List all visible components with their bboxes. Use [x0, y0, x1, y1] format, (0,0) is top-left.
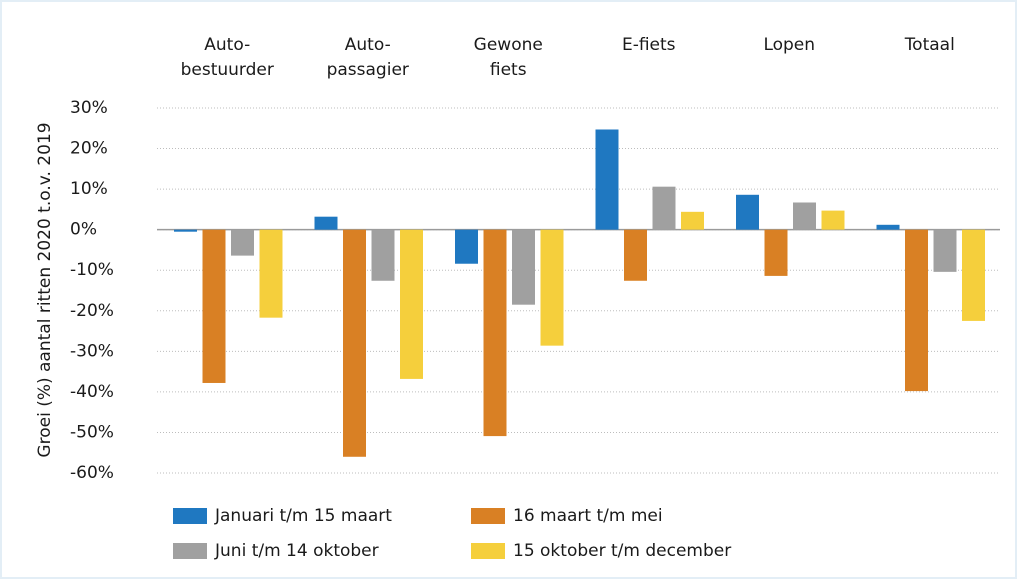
y-axis-label: Groei (%) aantal ritten 2020 t.o.v. 2019	[35, 122, 55, 457]
bar	[681, 211, 704, 230]
bar	[595, 129, 619, 230]
x-tick-label: Totaal	[904, 35, 955, 55]
x-tick-label: Gewone fiets	[473, 35, 543, 80]
bar	[764, 229, 788, 276]
bar	[821, 210, 845, 230]
bar	[962, 229, 985, 321]
bar	[540, 229, 564, 346]
bar	[736, 194, 759, 230]
legend-swatch	[471, 508, 505, 524]
y-tick-label: -40%	[70, 382, 114, 402]
x-tick-label: E-fiets	[621, 35, 676, 55]
bar	[652, 186, 676, 230]
bar	[259, 229, 283, 318]
y-tick-label: -10%	[70, 260, 114, 280]
y-tick-label: -50%	[70, 422, 114, 442]
legend-label: 16 maart t/m mei	[513, 506, 663, 526]
legend-swatch	[471, 543, 505, 559]
bar	[876, 224, 900, 230]
x-tick-label: Lopen	[763, 35, 816, 55]
legend-label: Januari t/m 15 maart	[214, 506, 392, 526]
legend-label: 15 oktober t/m december	[513, 541, 731, 561]
y-tick-label: 10%	[70, 179, 108, 199]
bar	[231, 229, 254, 256]
y-tick-label: 30%	[70, 98, 108, 118]
legend-label: Juni t/m 14 oktober	[214, 541, 379, 561]
bar	[314, 216, 338, 230]
y-tick-label: -60%	[70, 463, 114, 483]
legend-swatch	[173, 543, 207, 559]
x-tick-label: Auto- bestuurder	[180, 35, 274, 80]
legend-swatch	[173, 508, 207, 524]
bar	[933, 229, 957, 272]
bar	[905, 229, 928, 392]
y-tick-label: 20%	[70, 139, 108, 159]
bar	[512, 229, 535, 305]
x-tick-label: Auto- passagier	[326, 35, 409, 80]
y-tick-label: -30%	[70, 341, 114, 361]
bar	[400, 229, 423, 379]
y-tick-label: -20%	[70, 301, 114, 321]
bar	[202, 229, 226, 383]
bar	[174, 229, 197, 232]
bar	[371, 229, 395, 281]
bar	[483, 229, 507, 437]
bar	[793, 202, 816, 230]
y-tick-label: 0%	[70, 220, 97, 240]
bar	[624, 229, 647, 281]
bar	[455, 229, 478, 264]
bar	[343, 229, 366, 457]
